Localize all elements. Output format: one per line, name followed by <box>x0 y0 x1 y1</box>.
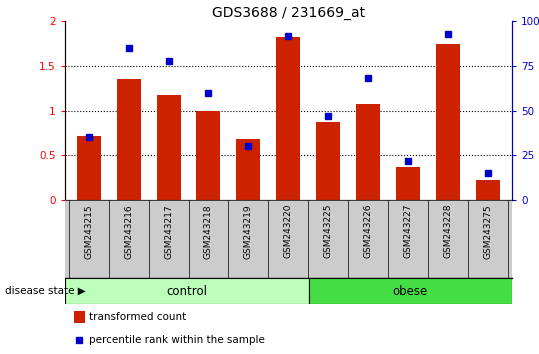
Text: GSM243215: GSM243215 <box>84 204 93 258</box>
Text: transformed count: transformed count <box>89 312 186 322</box>
Text: GSM243227: GSM243227 <box>404 204 413 258</box>
Text: GSM243275: GSM243275 <box>483 204 493 258</box>
Text: GSM243216: GSM243216 <box>124 204 133 258</box>
Bar <box>316 122 340 200</box>
Bar <box>116 79 141 200</box>
Text: GSM243220: GSM243220 <box>284 204 293 258</box>
Bar <box>277 37 300 200</box>
Text: GSM243217: GSM243217 <box>164 204 173 258</box>
Bar <box>74 312 85 323</box>
Text: percentile rank within the sample: percentile rank within the sample <box>89 335 265 346</box>
Text: obese: obese <box>393 285 428 298</box>
Text: control: control <box>166 285 207 298</box>
Text: GSM243218: GSM243218 <box>204 204 213 258</box>
Text: GSM243219: GSM243219 <box>244 204 253 258</box>
Bar <box>436 44 460 200</box>
Text: disease state ▶: disease state ▶ <box>5 286 86 296</box>
Text: GSM243225: GSM243225 <box>324 204 333 258</box>
Bar <box>356 104 380 200</box>
Bar <box>309 278 512 304</box>
Bar <box>156 95 181 200</box>
Bar <box>197 110 220 200</box>
Bar <box>476 180 500 200</box>
Bar <box>77 136 101 200</box>
Bar <box>396 167 420 200</box>
Text: GSM243228: GSM243228 <box>444 204 453 258</box>
Bar <box>237 139 260 200</box>
Bar <box>65 278 309 304</box>
Title: GDS3688 / 231669_at: GDS3688 / 231669_at <box>212 6 365 20</box>
Text: GSM243226: GSM243226 <box>364 204 373 258</box>
